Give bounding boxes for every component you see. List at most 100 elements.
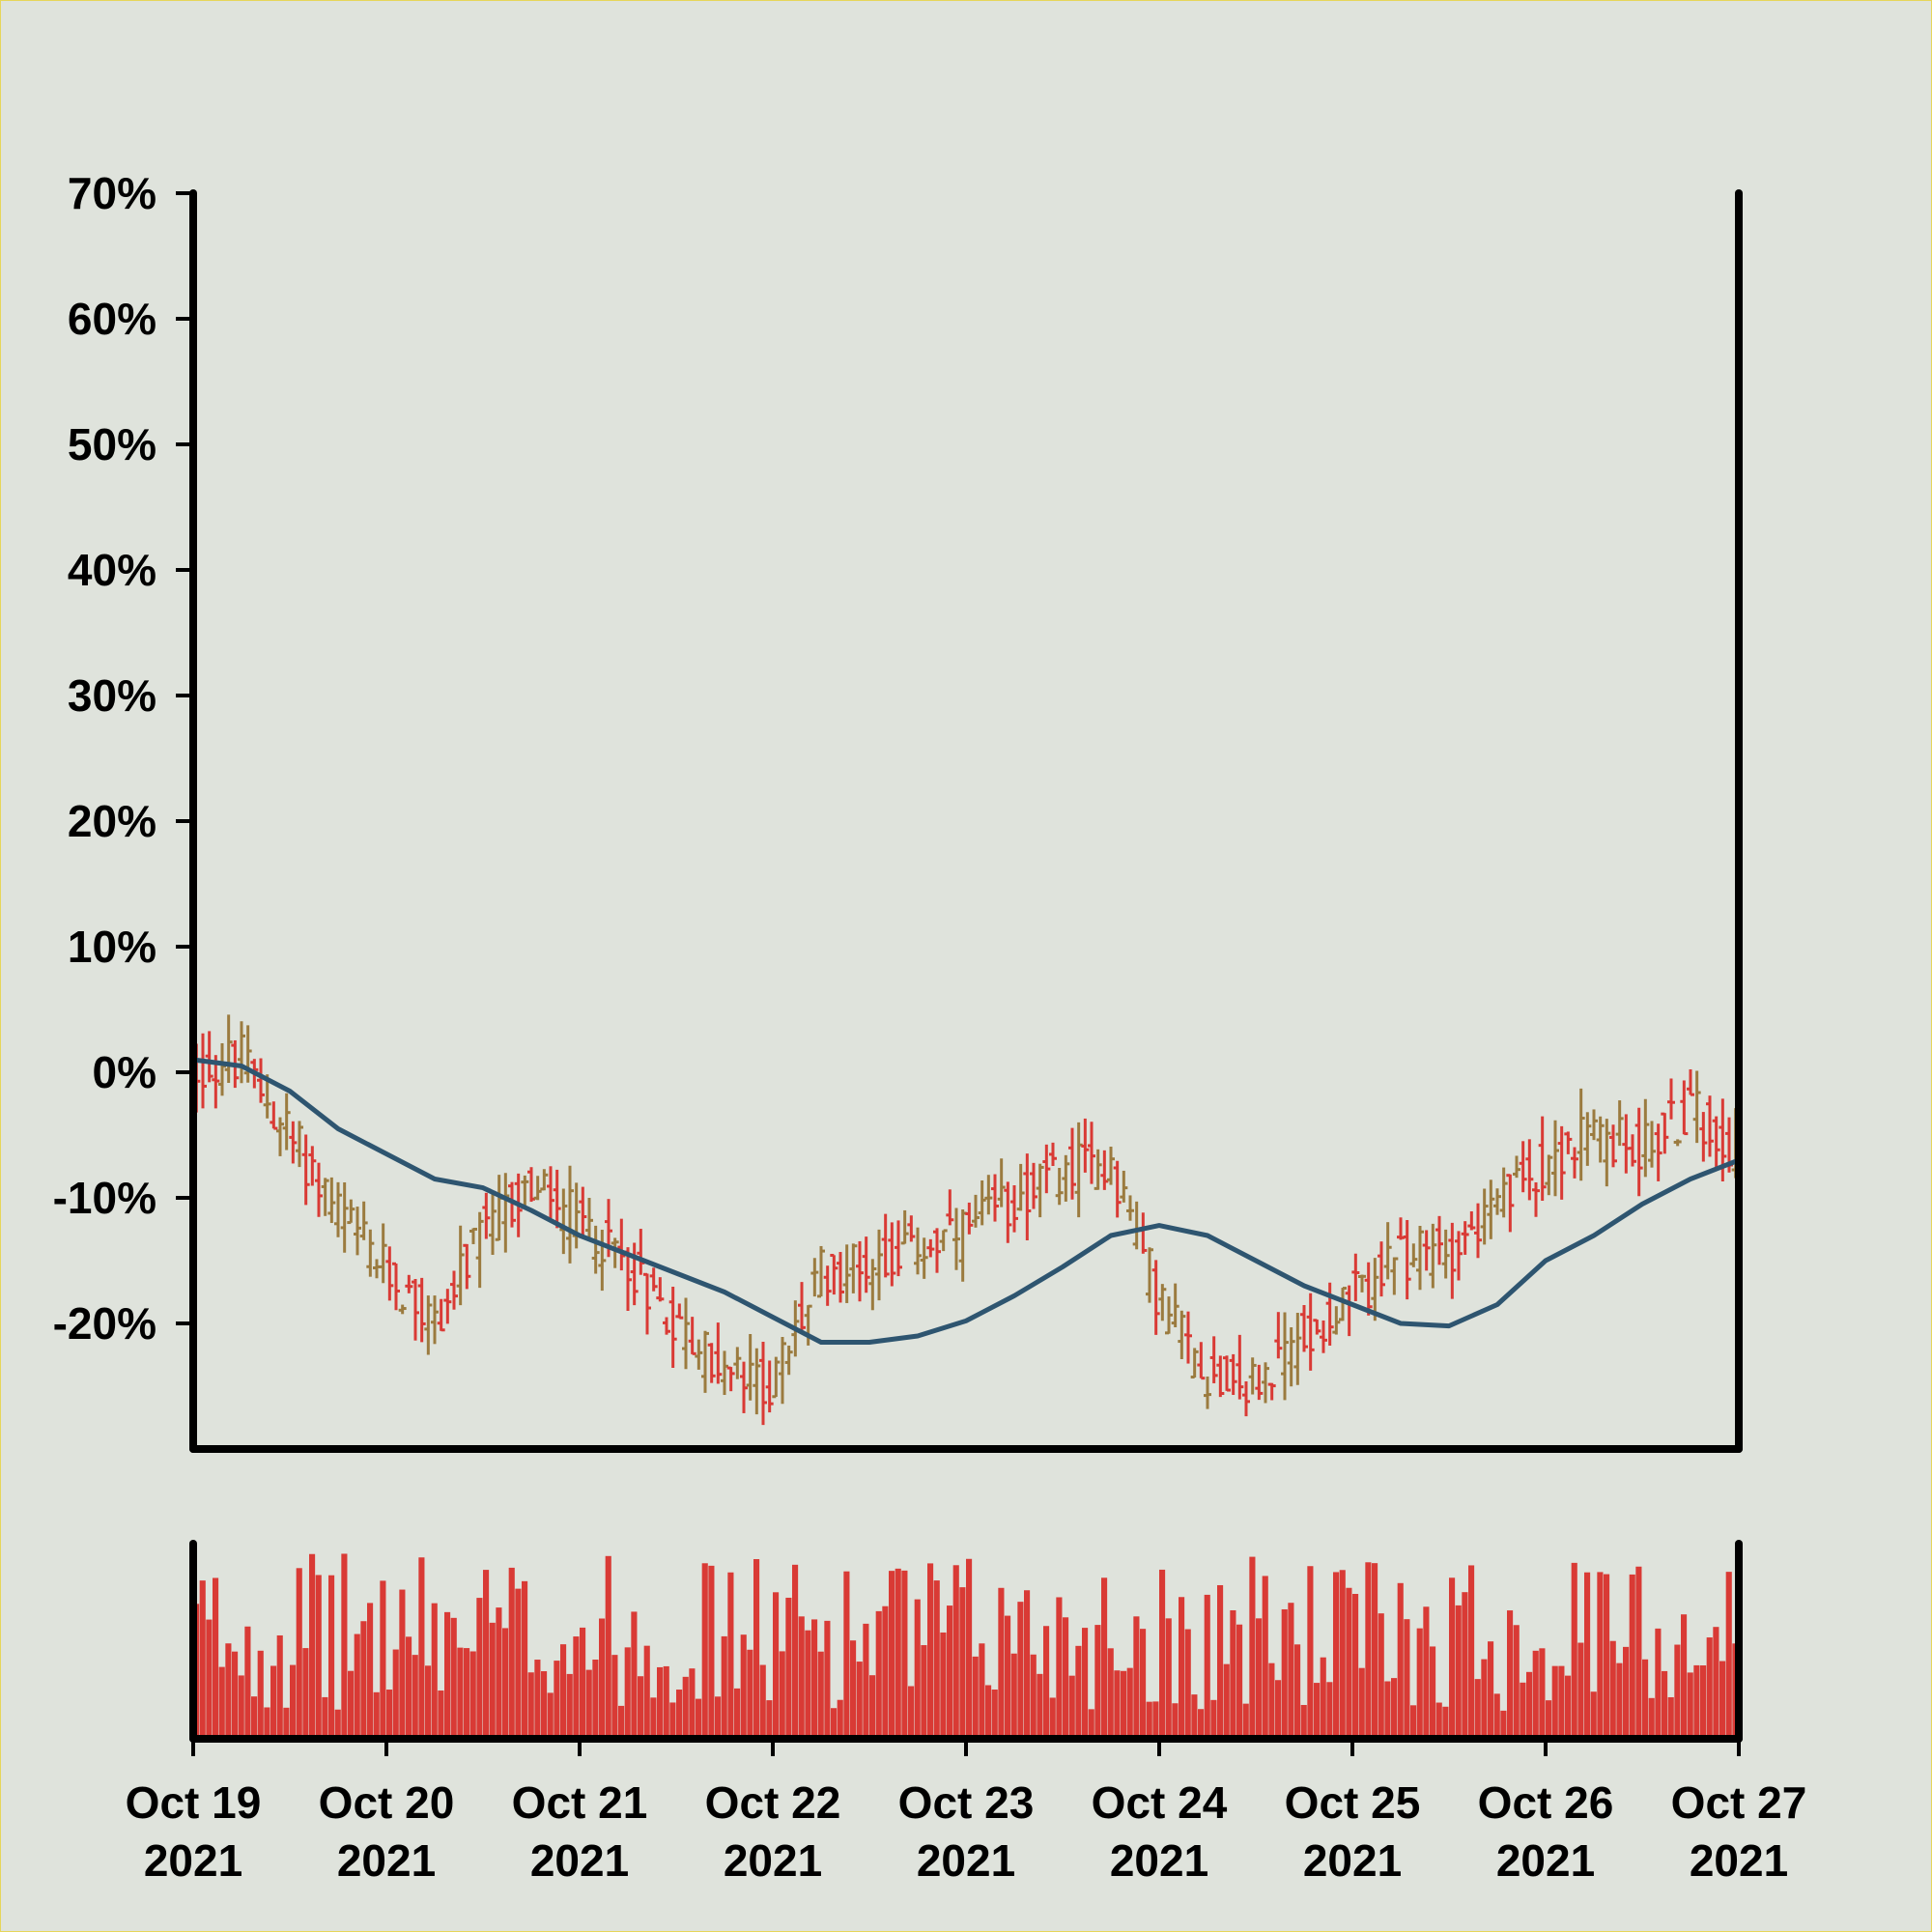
volume-bar: [283, 1707, 290, 1739]
volume-bar: [1063, 1617, 1069, 1739]
volume-bar: [1172, 1703, 1179, 1739]
volume-bar: [638, 1676, 644, 1739]
volume-bar: [360, 1621, 367, 1739]
volume-bar: [1223, 1663, 1230, 1739]
volume-bar: [798, 1616, 805, 1739]
x-tick-label-line2: 2021: [917, 1835, 1015, 1886]
volume-bar: [811, 1619, 818, 1739]
volume-bar: [959, 1587, 966, 1739]
volume-bars-group: [193, 1553, 1739, 1739]
volume-bar: [270, 1665, 277, 1739]
volume-bar: [1346, 1587, 1352, 1739]
volume-bar: [1082, 1628, 1089, 1739]
volume-bar: [1043, 1626, 1050, 1739]
volume-bar: [831, 1708, 838, 1739]
volume-bar: [264, 1707, 270, 1739]
volume-bar: [199, 1580, 206, 1739]
volume-bar: [1719, 1661, 1726, 1739]
volume-bar: [657, 1666, 664, 1739]
y-tick-label: -20%: [53, 1298, 156, 1349]
volume-bar: [1655, 1628, 1662, 1739]
volume-bar: [1126, 1667, 1133, 1739]
volume-bar: [669, 1702, 676, 1739]
volume-bar: [1648, 1697, 1655, 1739]
volume-bar: [966, 1558, 973, 1739]
volume-bar: [534, 1660, 541, 1739]
volume-bar: [599, 1618, 606, 1739]
volume-bar: [605, 1555, 611, 1739]
volume-bar: [927, 1563, 934, 1739]
volume-bar: [689, 1668, 696, 1739]
x-tick-label-line1: Oct 22: [705, 1777, 841, 1828]
x-tick-label-line2: 2021: [1496, 1835, 1595, 1886]
volume-bar: [334, 1709, 341, 1739]
volume-bar: [696, 1698, 702, 1739]
volume-bar: [1584, 1572, 1591, 1739]
volume-bar: [908, 1686, 915, 1739]
volume-bar: [1474, 1679, 1481, 1739]
volume-bar: [1681, 1614, 1688, 1739]
volume-bar: [933, 1580, 940, 1739]
volume-bar: [1442, 1706, 1449, 1739]
volume-bar: [483, 1570, 490, 1739]
volume-bar: [947, 1605, 953, 1739]
volume-bar: [522, 1580, 528, 1739]
volume-bar: [998, 1587, 1005, 1739]
volume-bar: [1075, 1645, 1082, 1739]
volume-bar: [1236, 1624, 1243, 1739]
volume-bar: [1520, 1682, 1526, 1739]
volume-bar: [1152, 1701, 1159, 1739]
volume-bar: [380, 1580, 386, 1739]
y-tick-label: 20%: [68, 796, 156, 846]
volume-bar: [1314, 1683, 1321, 1739]
volume-bar: [882, 1605, 889, 1739]
volume-bar: [889, 1571, 895, 1739]
volume-bar: [560, 1644, 567, 1739]
volume-bar: [1268, 1662, 1275, 1739]
volume-bar: [1249, 1556, 1256, 1739]
volume-bar: [585, 1669, 592, 1739]
volume-bar: [701, 1563, 708, 1739]
volume-bar: [618, 1705, 625, 1739]
volume-bar: [1068, 1675, 1075, 1739]
volume-bar: [1674, 1644, 1681, 1739]
volume-bar: [431, 1603, 438, 1739]
volume-bar: [1146, 1701, 1152, 1739]
volume-bar: [1410, 1705, 1417, 1739]
volume-bar: [952, 1565, 959, 1739]
volume-bar: [1571, 1562, 1577, 1739]
volume-bar: [1416, 1628, 1423, 1739]
volume-bar: [1037, 1673, 1043, 1739]
volume-bar: [1700, 1665, 1707, 1739]
volume-bar: [631, 1611, 638, 1739]
volume-bar: [611, 1655, 618, 1739]
volume-bar: [1713, 1627, 1719, 1739]
volume-bar: [1107, 1648, 1114, 1739]
volume-bar: [921, 1645, 927, 1739]
volume-bar: [1667, 1696, 1674, 1739]
x-tick-label-line1: Oct 27: [1671, 1777, 1807, 1828]
volume-bar: [682, 1676, 689, 1739]
volume-bar: [747, 1649, 753, 1739]
volume-bar: [624, 1647, 631, 1739]
volume-bar: [856, 1662, 863, 1739]
volume-bar: [1693, 1664, 1700, 1739]
volume-bar: [1391, 1678, 1398, 1739]
volume-bar: [1604, 1574, 1610, 1739]
x-tick-label-line1: Oct 20: [319, 1777, 455, 1828]
volume-bar: [392, 1649, 399, 1739]
volume-bar: [1597, 1572, 1604, 1739]
volume-bar: [734, 1688, 741, 1739]
volume-bar: [1551, 1665, 1558, 1739]
volume-bar: [206, 1619, 213, 1739]
volume-bar: [309, 1553, 316, 1739]
volume-bar: [650, 1697, 657, 1739]
volume-bar: [457, 1647, 464, 1739]
volume-bar: [901, 1570, 908, 1739]
volume-bar: [315, 1575, 322, 1739]
volume-bar: [541, 1671, 548, 1739]
volume-bar: [1404, 1619, 1410, 1739]
volume-bar: [1333, 1572, 1340, 1739]
volume-bar: [972, 1656, 979, 1739]
